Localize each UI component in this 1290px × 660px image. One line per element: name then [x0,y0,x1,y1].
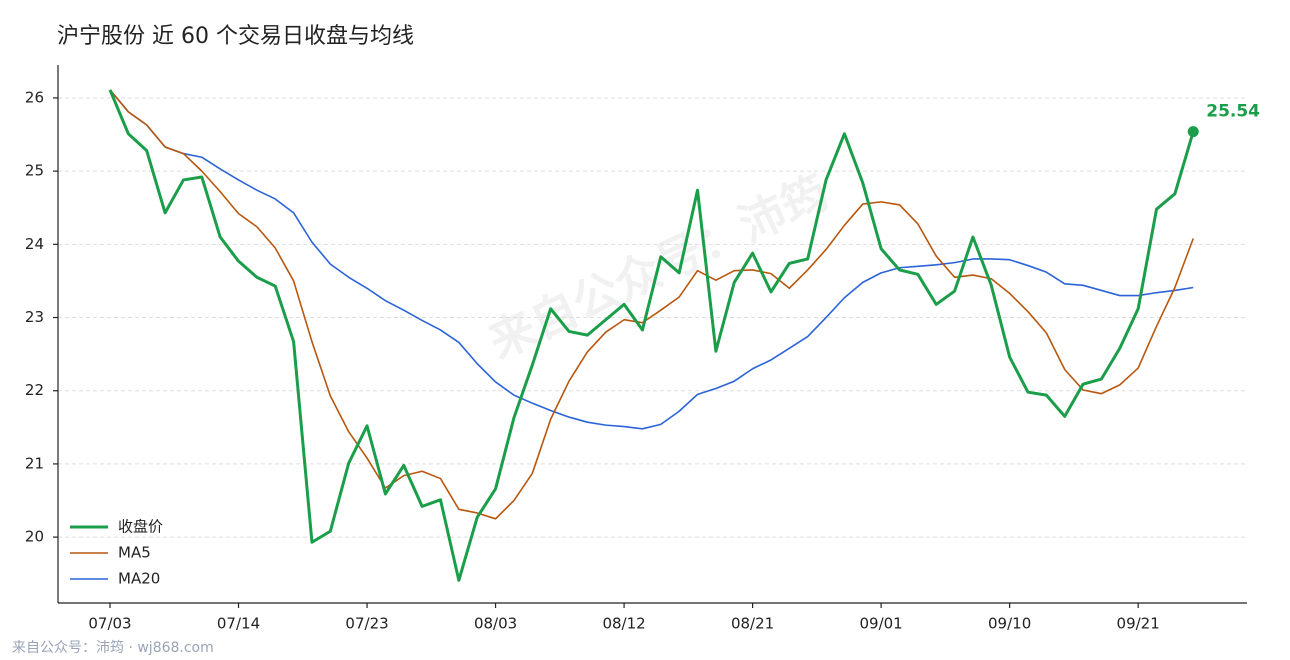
y-tick-label: 25 [25,162,44,180]
y-tick-label: 23 [25,308,44,326]
y-tick-label: 21 [25,454,44,472]
data-label: 25.54 [1206,102,1260,122]
x-tick-label: 08/21 [731,615,774,633]
y-tick-label: 24 [25,235,44,253]
x-tick-label: 09/10 [988,615,1031,633]
y-tick-label: 22 [25,381,44,399]
x-tick-label: 07/14 [217,615,260,633]
y-tick-label: 26 [25,88,44,106]
x-tick-label: 07/23 [345,615,388,633]
series-line [109,89,1194,430]
y-tick-label: 20 [25,528,44,546]
footer: 来自公众号：沛筠 · wj868.com [12,639,214,656]
legend-label: MA5 [118,544,151,562]
series-line [109,89,1194,520]
series-line [108,89,1195,582]
x-tick-label: 09/01 [860,615,903,633]
x-tick-label: 09/21 [1117,615,1160,633]
x-tick-label: 08/03 [474,615,517,633]
chart-title: 沪宁股份 近 60 个交易日收盘与均线 [57,24,414,49]
last-point [1187,126,1199,138]
x-tick-label: 08/12 [602,615,645,633]
legend-label: 收盘价 [118,518,163,536]
x-tick-label: 07/03 [88,615,131,633]
legend-label: MA20 [118,570,160,588]
